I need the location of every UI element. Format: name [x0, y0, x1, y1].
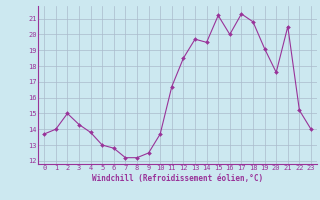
- X-axis label: Windchill (Refroidissement éolien,°C): Windchill (Refroidissement éolien,°C): [92, 174, 263, 183]
